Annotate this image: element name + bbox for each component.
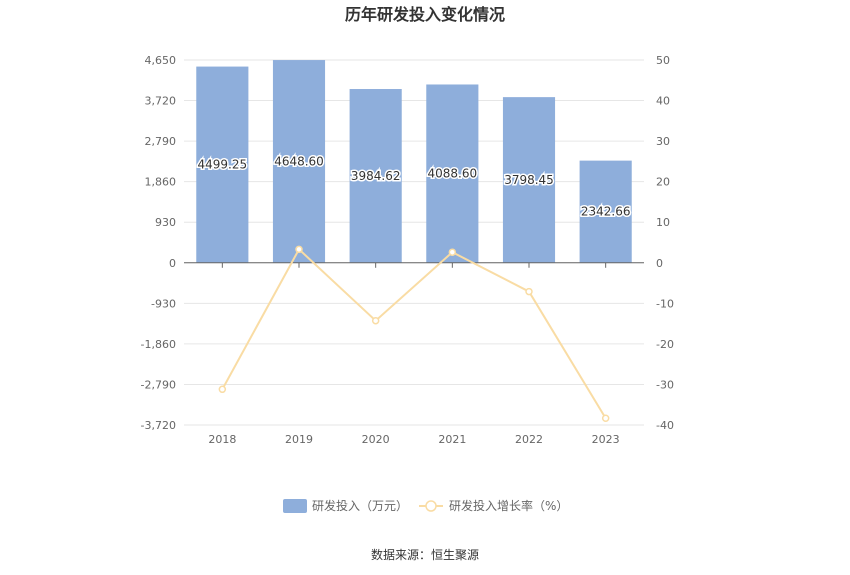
legend-line-marker: [425, 500, 437, 512]
x-tick-label: 2018: [208, 433, 236, 446]
right-tick-label: -20: [656, 338, 674, 351]
x-tick-label: 2022: [515, 433, 543, 446]
x-tick-label: 2021: [438, 433, 466, 446]
bar-series: [196, 60, 632, 263]
x-tick-label: 2020: [362, 433, 390, 446]
left-tick-label: -2,790: [141, 378, 176, 391]
right-tick-label: 0: [656, 257, 663, 270]
x-tick-label: 2023: [592, 433, 620, 446]
growth-point-2020[interactable]: [371, 316, 380, 325]
left-axis-ticks: 4,650 3,720 2,790 1,860 930 0 -930 -1,860 -2,790…: [141, 54, 176, 432]
right-tick-label: -30: [656, 378, 674, 391]
right-tick-label: -10: [656, 297, 674, 310]
x-tick-label: 2019: [285, 433, 313, 446]
x-axis-ticks: 2018 2019 2020 2021 2022 2023: [208, 262, 620, 446]
left-tick-label: 2,790: [145, 135, 177, 148]
growth-point-2022[interactable]: [525, 287, 533, 296]
bar-2019[interactable]: [272, 60, 326, 263]
left-tick-label: 1,860: [145, 176, 177, 189]
left-tick-label: 3,720: [145, 95, 177, 108]
bar-value-label: 4499.25: [198, 158, 248, 172]
bar-2020[interactable]: [349, 89, 402, 263]
bar-2023[interactable]: [579, 160, 632, 263]
legend-item-line[interactable]: 研发投入增长率（%）: [419, 498, 568, 513]
left-tick-label: 0: [169, 257, 176, 270]
legend-item-bar[interactable]: 研发投入（万元）: [283, 498, 408, 513]
left-tick-label: 4,650: [145, 54, 177, 67]
legend-bar-swatch: [283, 499, 307, 513]
legend-bar-label: 研发投入（万元）: [312, 498, 408, 513]
growth-point-2019[interactable]: [295, 245, 303, 254]
bar-value-label: 3984.62: [351, 169, 401, 183]
right-tick-label: 40: [656, 95, 670, 108]
bar-value-label: 4088.60: [428, 167, 478, 181]
right-axis-ticks: 50 40 30 20 10 0 -10 -20 -30 -40: [656, 54, 674, 432]
bar-data-labels: 4499.25 4648.60 3984.62 4088.60 3798.45 2342.…: [196, 153, 632, 220]
data-source-note: 数据来源：恒生聚源: [371, 547, 479, 562]
right-tick-label: 10: [656, 216, 670, 229]
left-tick-label: 930: [155, 216, 176, 229]
left-tick-label: -930: [151, 297, 176, 310]
line-series: [218, 245, 610, 422]
bar-2018[interactable]: [196, 66, 249, 263]
bar-value-label: 4648.60: [274, 154, 324, 168]
right-tick-label: -40: [656, 419, 674, 432]
legend: 研发投入（万元） 研发投入增长率（%）: [283, 498, 568, 513]
bar-2022[interactable]: [502, 97, 556, 263]
growth-point-2021[interactable]: [448, 248, 457, 256]
growth-rate-line: [221, 247, 607, 419]
left-tick-label: -1,860: [141, 338, 176, 351]
legend-line-label: 研发投入增长率（%）: [449, 498, 568, 513]
right-tick-label: 50: [656, 54, 670, 67]
growth-point-2018[interactable]: [218, 385, 227, 394]
right-tick-label: 30: [656, 135, 670, 148]
right-tick-label: 20: [656, 176, 670, 189]
growth-point-2023[interactable]: [601, 414, 610, 422]
bar-value-label: 3798.45: [504, 173, 554, 187]
bar-2021[interactable]: [426, 84, 479, 263]
left-tick-label: -3,720: [141, 419, 176, 432]
bar-value-label: 2342.66: [581, 205, 631, 219]
gridlines: [184, 59, 644, 426]
chart-title: 历年研发投入变化情况: [345, 5, 505, 24]
